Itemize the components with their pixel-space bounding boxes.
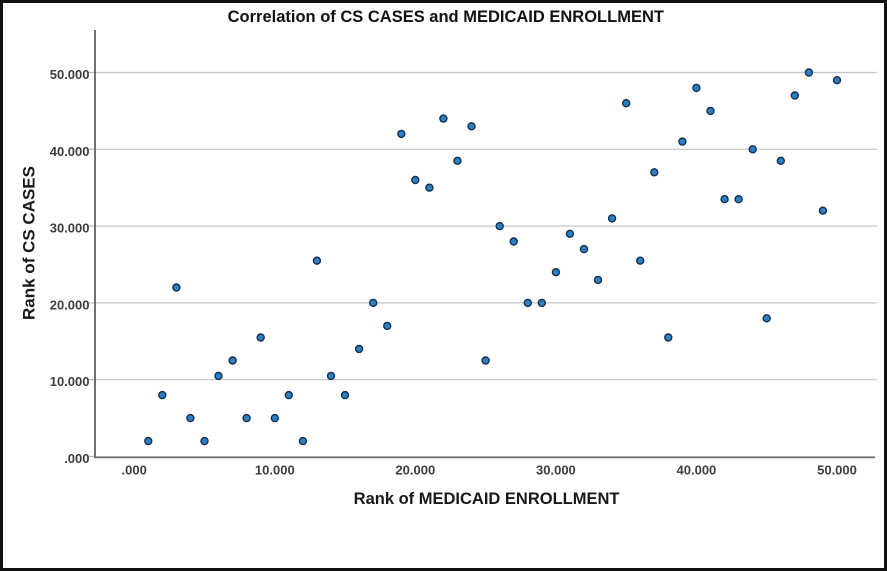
- svg-text:.000: .000: [122, 463, 147, 478]
- svg-text:Rank of MEDICAID ENROLLMENT: Rank of MEDICAID ENROLLMENT: [354, 490, 620, 508]
- svg-text:10.000: 10.000: [255, 463, 295, 478]
- svg-text:40.000: 40.000: [50, 144, 90, 159]
- svg-text:40.000: 40.000: [677, 463, 717, 478]
- svg-text:20.000: 20.000: [395, 463, 435, 478]
- svg-text:50.000: 50.000: [50, 67, 90, 82]
- svg-text:10.000: 10.000: [50, 374, 90, 389]
- svg-text:30.000: 30.000: [536, 463, 576, 478]
- svg-text:Rank of CS CASES: Rank of CS CASES: [20, 166, 39, 320]
- svg-text:20.000: 20.000: [50, 297, 90, 312]
- svg-text:30.000: 30.000: [50, 221, 90, 236]
- svg-text:50.000: 50.000: [817, 463, 857, 478]
- svg-text:Correlation of CS CASES and ME: Correlation of CS CASES and MEDICAID ENR…: [228, 8, 664, 26]
- svg-text:.000: .000: [64, 451, 89, 466]
